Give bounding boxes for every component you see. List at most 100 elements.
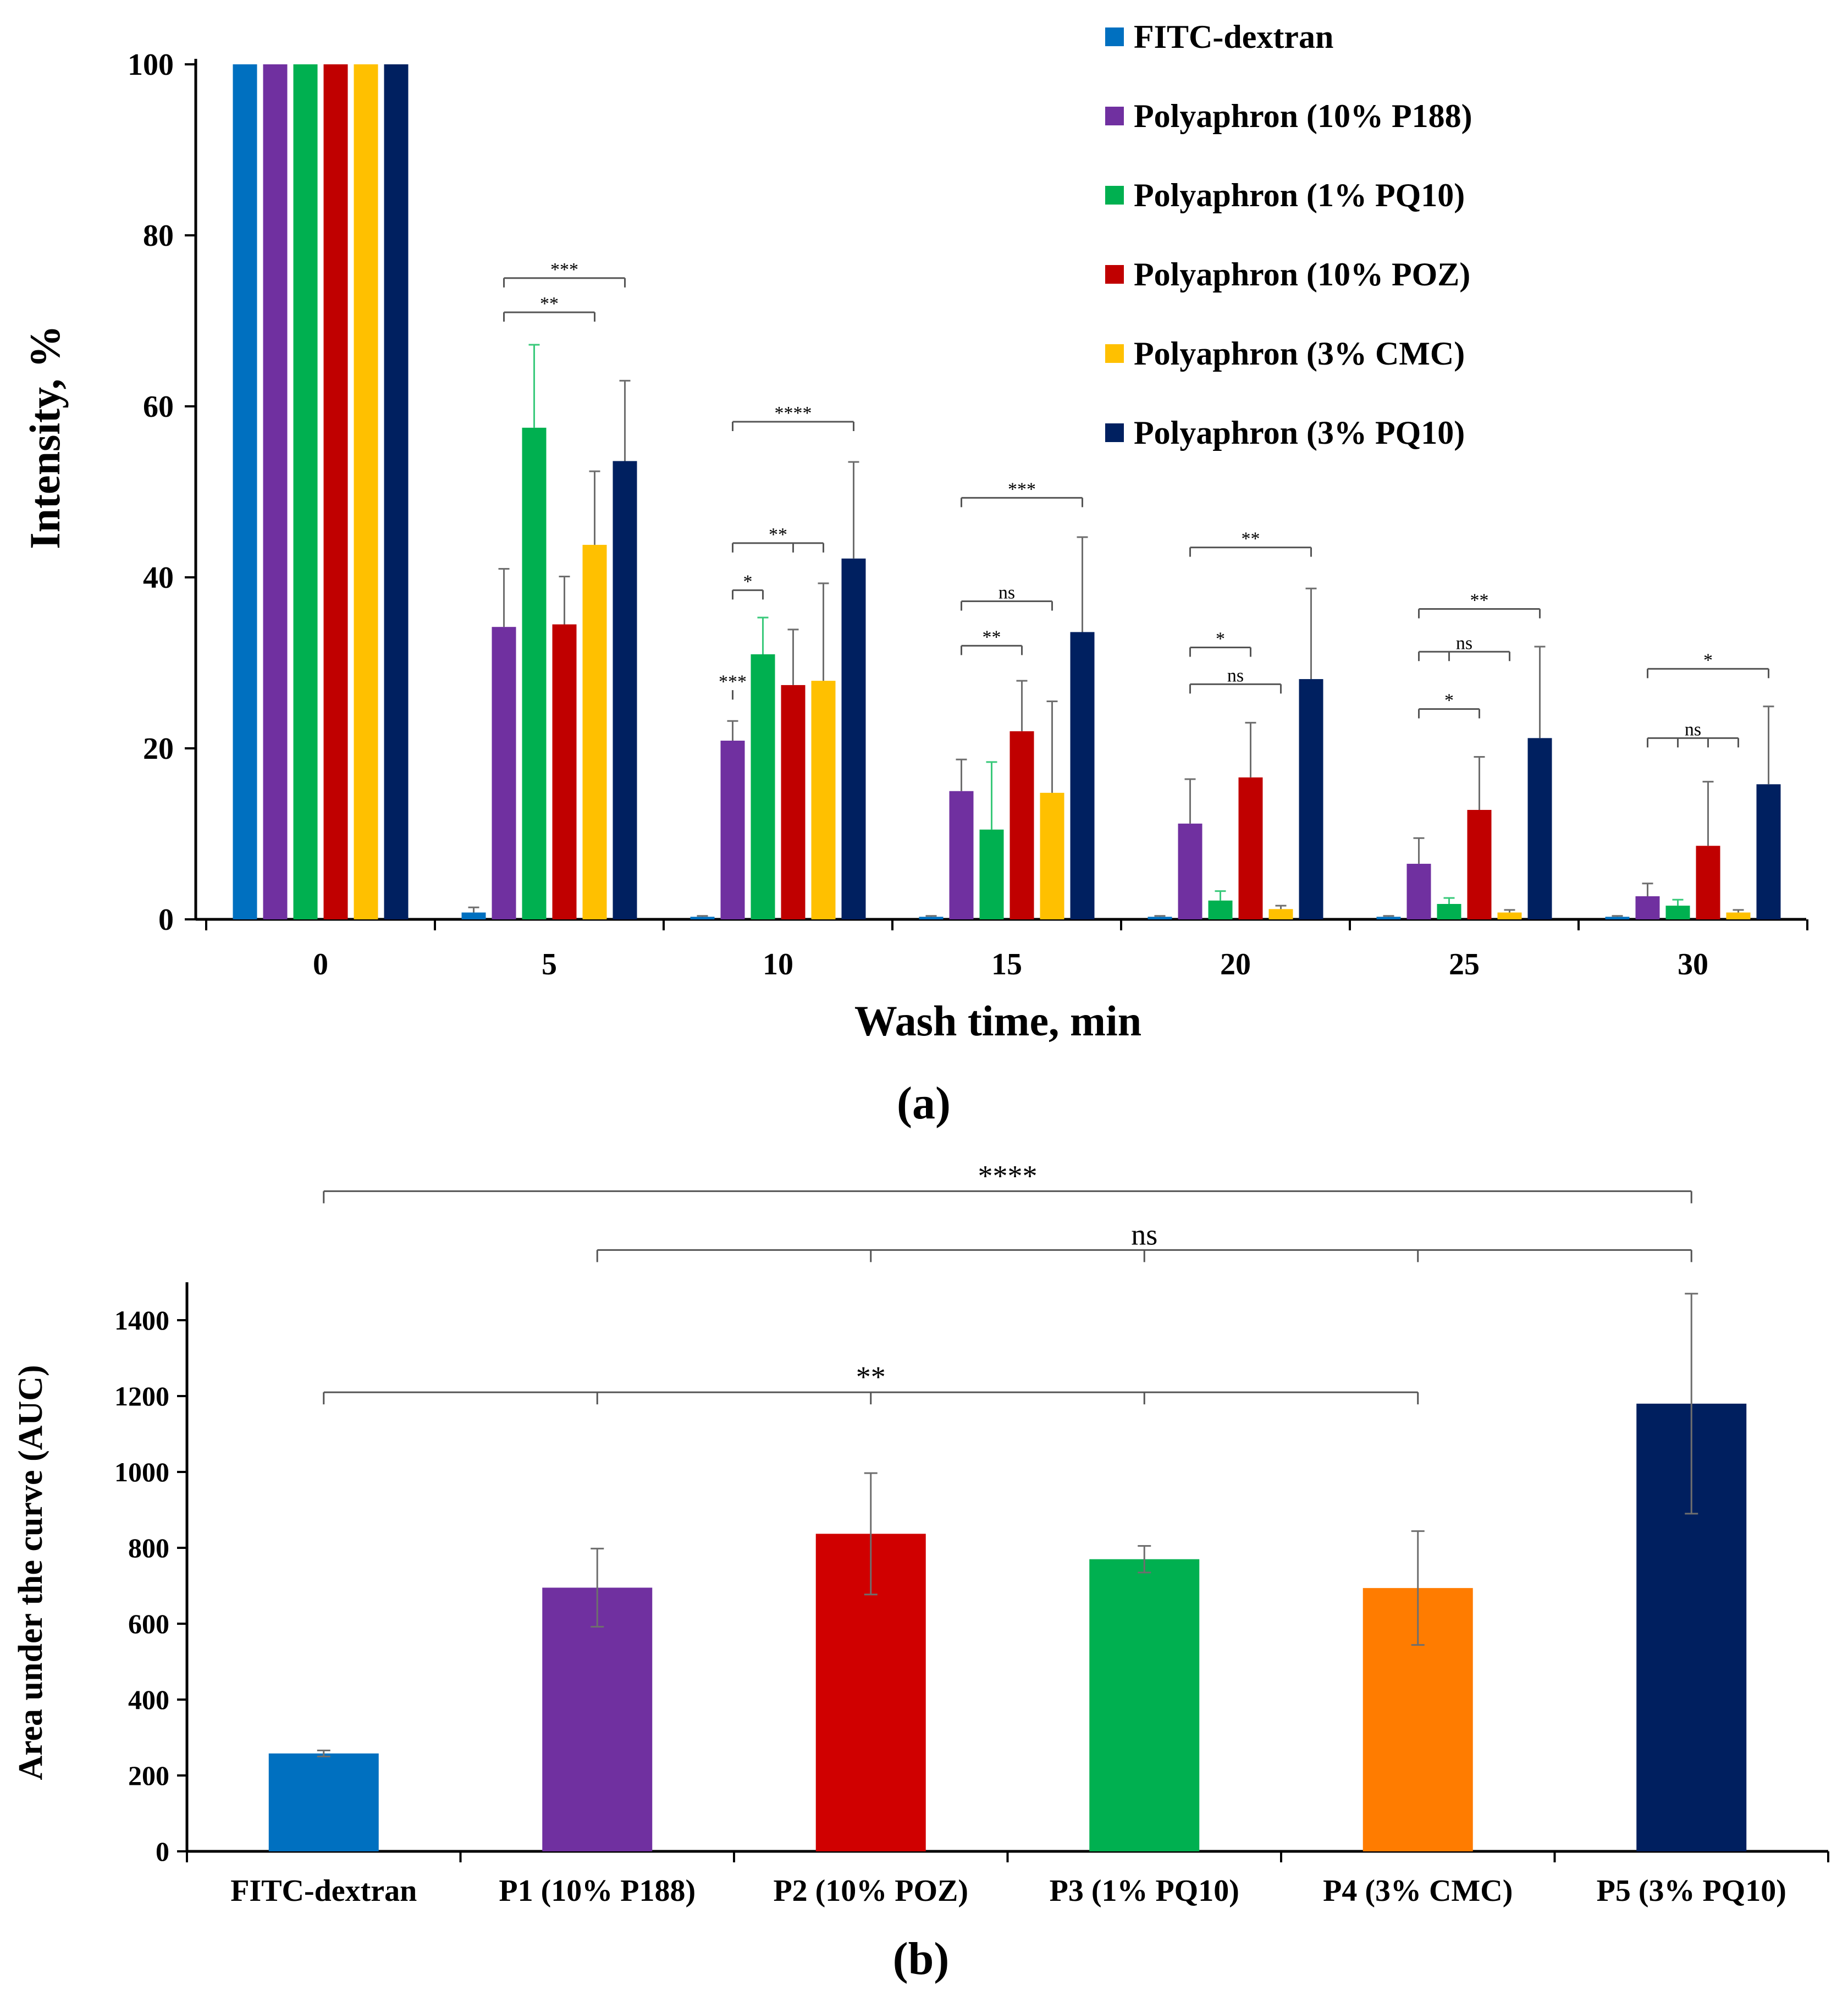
panel-a-sig-label: ** xyxy=(540,294,559,314)
panel-b-x-tick-label: FITC-dextran xyxy=(230,1874,417,1908)
panel-a-bar xyxy=(293,64,318,919)
panel-a-bar xyxy=(1527,738,1552,919)
panel-a-bar xyxy=(781,685,806,919)
panel-b-sig-label: ** xyxy=(856,1360,886,1393)
panel-b-x-tick-label: P2 (10% POZ) xyxy=(773,1874,968,1908)
panel-a-legend-swatch xyxy=(1105,107,1124,125)
panel-b-significance: **** ns ** xyxy=(323,1159,1692,1405)
panel-a-sig-label: ** xyxy=(769,525,787,545)
panel-b-x-tick-label: P5 (3% PQ10) xyxy=(1597,1874,1786,1908)
panel-b-x-tick-label: P4 (3% CMC) xyxy=(1323,1874,1513,1908)
panel-b-label: (b) xyxy=(893,1933,950,1984)
panel-a-bar xyxy=(690,917,715,919)
panel-b-bars xyxy=(268,1403,1747,1851)
panel-a-y-tick-label: 100 xyxy=(128,48,174,82)
panel-b-bar xyxy=(1089,1559,1200,1851)
panel-b-y-tick-label: 800 xyxy=(128,1532,169,1563)
panel-a-bar xyxy=(1605,917,1630,919)
panel-a-sig-label: ns xyxy=(999,583,1015,603)
panel-a-bar xyxy=(522,427,547,919)
panel-a-bar xyxy=(1070,632,1095,919)
panel-a-legend-label: Polyaphron (10% POZ) xyxy=(1134,256,1470,293)
panel-b-y-tick-label: 1000 xyxy=(114,1457,169,1487)
panel-a-bar xyxy=(979,829,1004,919)
panel-a-bar xyxy=(1148,917,1172,919)
panel-b-x-tick-label: P1 (10% P188) xyxy=(499,1874,696,1908)
panel-a-sig-label: ** xyxy=(983,627,1001,647)
panel-a-sig-label: *** xyxy=(1008,479,1036,499)
panel-a-bar xyxy=(552,624,577,919)
panel-a-legend-swatch xyxy=(1105,423,1124,442)
panel-a-bar xyxy=(1376,917,1401,919)
panel-a-bar xyxy=(1299,679,1323,919)
panel-a-bar xyxy=(1208,900,1233,919)
panel-a-bar xyxy=(492,627,516,919)
panel-a-y-tick-label: 20 xyxy=(143,732,174,766)
panel-a-bar xyxy=(751,654,775,919)
panel-b-sig-label: **** xyxy=(978,1159,1038,1192)
panel-b-bar xyxy=(268,1753,379,1851)
panel-a-sig-label: ns xyxy=(1227,665,1244,686)
panel-a-error-bars xyxy=(468,344,1774,917)
panel-b-y-tick-label: 400 xyxy=(128,1684,169,1715)
panel-a-significance: ******************ns*****ns**ns**ns xyxy=(503,260,1769,748)
panel-b-y-tick-label: 0 xyxy=(156,1836,169,1867)
panel-a-bar xyxy=(323,64,348,919)
panel-a-bars xyxy=(233,64,1781,919)
panel-b-axes xyxy=(177,1282,1829,1862)
panel-a-sig-label: *** xyxy=(719,671,747,692)
panel-a-bar xyxy=(1238,777,1263,919)
panel-a-legend-swatch xyxy=(1105,265,1124,284)
panel-a-bar xyxy=(233,64,257,919)
panel-a-x-tick-label: 5 xyxy=(542,947,557,981)
panel-a-axes xyxy=(185,59,1808,930)
panel-a-x-tick-label: 10 xyxy=(763,947,793,981)
panel-a-bar xyxy=(1497,912,1522,919)
panel-a-sig-label: **** xyxy=(775,403,812,423)
panel-a-bar xyxy=(263,64,288,919)
panel-b-y-axis-title: Area under the curve (AUC) xyxy=(12,1365,49,1780)
panel-a-x-tick-label: 20 xyxy=(1220,947,1251,981)
panel-a-x-tick-label: 0 xyxy=(313,947,328,981)
panel-a-y-tick-label: 60 xyxy=(143,390,174,424)
panel-a-legend-swatch xyxy=(1105,344,1124,363)
panel-a-x-tick-label: 15 xyxy=(991,947,1022,981)
panel-a-bar xyxy=(461,912,486,919)
panel-a-bar xyxy=(1635,896,1660,919)
panel-a-bar xyxy=(384,64,409,919)
panel-b-y-tick-label: 1200 xyxy=(114,1381,169,1411)
panel-a-legend-label: Polyaphron (3% CMC) xyxy=(1134,335,1465,372)
panel-a-bar xyxy=(613,461,637,919)
panel-a-chart: ******************ns*****ns**ns**ns 0204… xyxy=(21,19,1808,1129)
panel-a-bar xyxy=(919,917,944,919)
panel-a-bar xyxy=(1009,731,1034,919)
panel-a-bar xyxy=(1665,906,1690,919)
panel-a-legend-label: Polyaphron (10% P188) xyxy=(1134,98,1472,134)
panel-a-legend-label: FITC-dextran xyxy=(1134,19,1333,55)
panel-a-bar xyxy=(1040,792,1064,919)
panel-a-x-tick-label: 30 xyxy=(1678,947,1708,981)
panel-a-bar xyxy=(1756,784,1781,919)
panel-b-y-tick-label: 200 xyxy=(128,1760,169,1791)
panel-a-bar xyxy=(720,741,745,919)
panel-a-bar xyxy=(1696,846,1720,919)
panel-a-sig-label: *** xyxy=(550,260,578,280)
panel-a-bar xyxy=(949,791,974,919)
panel-a-sig-label: ** xyxy=(1470,591,1489,611)
panel-a-bar xyxy=(354,64,378,919)
panel-b-chart: **** ns ** 0 200 400 600 800 1000 1200 1400 FITC-d… xyxy=(12,1159,1829,1984)
panel-a-bar xyxy=(1178,823,1202,919)
panel-a-legend-label: Polyaphron (3% PQ10) xyxy=(1134,415,1465,451)
panel-a-y-axis-title: Intensity, % xyxy=(21,325,69,549)
panel-a-legend-label: Polyaphron (1% PQ10) xyxy=(1134,177,1465,213)
panel-a-sig-label: ns xyxy=(1685,719,1701,740)
panel-a-bar xyxy=(1467,809,1492,919)
panel-b-sig-label: ns xyxy=(1131,1218,1157,1251)
panel-a-sig-label: ** xyxy=(1242,529,1260,549)
panel-a-bar xyxy=(1726,912,1751,919)
panel-a-legend: FITC-dextran Polyaphron (10% P188) Polyaph… xyxy=(1105,19,1472,451)
panel-a-y-tick-label: 0 xyxy=(158,903,174,937)
panel-a-legend-swatch xyxy=(1105,186,1124,205)
panel-b-tick-labels: 0 200 400 600 800 1000 1200 1400 FITC-dextran P1 … xyxy=(114,1305,1786,1908)
